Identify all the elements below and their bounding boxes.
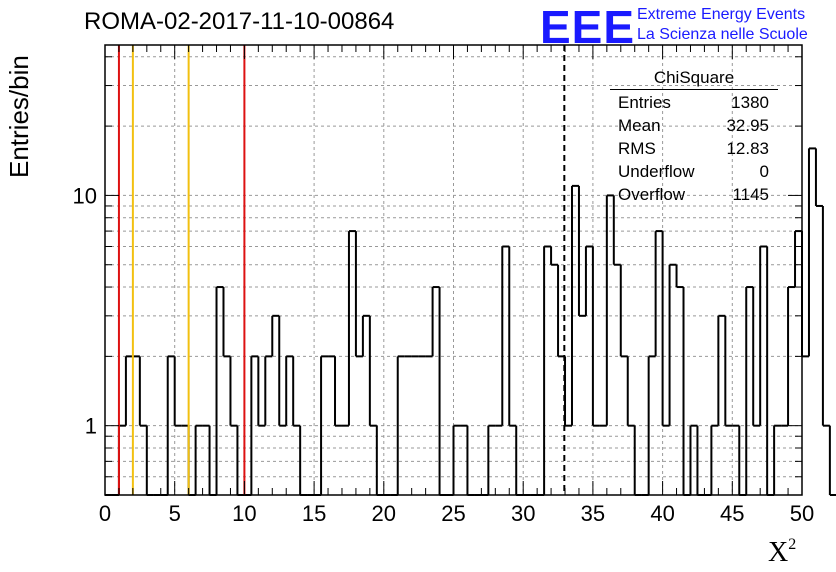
logo-line-2: La Scienza nelle Scuole bbox=[637, 26, 808, 43]
x-axis-label-superscript: 2 bbox=[788, 536, 797, 553]
stats-box: ChiSquare Entries 1380 Mean 32.95 RMS 12.83… bbox=[610, 68, 778, 206]
y-tick-label: 1 bbox=[85, 414, 97, 439]
x-tick-label: 5 bbox=[169, 501, 181, 526]
stats-value: 12.83 bbox=[726, 139, 769, 158]
run-title: ROMA-02-2017-11-10-00864 bbox=[84, 8, 395, 35]
x-tick-label: 30 bbox=[511, 501, 535, 526]
x-tick-label: 20 bbox=[372, 501, 396, 526]
x-tick-label: 15 bbox=[302, 501, 326, 526]
x-tick-label: 0 bbox=[99, 501, 111, 526]
axes: 0 5 10 15 20 25 30 35 40 45 50 1 10 bbox=[73, 44, 814, 526]
x-tick-label: 45 bbox=[720, 501, 744, 526]
x-tick-label: 25 bbox=[441, 501, 465, 526]
x-tick-label: 35 bbox=[581, 501, 605, 526]
stats-label: Mean bbox=[618, 116, 661, 135]
stats-value: 0 bbox=[759, 162, 769, 181]
x-tick-label: 10 bbox=[232, 501, 256, 526]
stats-value: 32.95 bbox=[726, 116, 769, 135]
stats-row-mean: Mean 32.95 bbox=[610, 114, 778, 137]
eee-logo: EEE Extreme Energy Events La Scienza nel… bbox=[540, 1, 830, 53]
y-tick-label: 10 bbox=[73, 183, 97, 208]
y-axis-label: Entries/bin bbox=[4, 55, 34, 178]
stats-row-entries: Entries 1380 bbox=[610, 91, 778, 114]
x-axis-label-symbol: X bbox=[768, 537, 789, 568]
x-axis-label: X2 bbox=[768, 536, 796, 569]
x-tick-label: 50 bbox=[790, 501, 814, 526]
logo-line-1: Extreme Energy Events bbox=[637, 6, 806, 23]
stats-value: 1380 bbox=[731, 93, 769, 112]
stats-title: ChiSquare bbox=[610, 68, 778, 90]
stats-row-overflow: Overflow 1145 bbox=[610, 183, 778, 206]
stats-row-underflow: Underflow 0 bbox=[610, 160, 778, 183]
eee-logo-mark: EEE bbox=[540, 1, 636, 53]
stats-label: Overflow bbox=[618, 185, 686, 204]
stats-value: 1145 bbox=[732, 185, 769, 204]
stats-row-rms: RMS 12.83 bbox=[610, 137, 778, 160]
stats-label: Underflow bbox=[618, 162, 695, 181]
x-tick-label: 40 bbox=[650, 501, 674, 526]
stats-label: Entries bbox=[618, 93, 671, 112]
stats-label: RMS bbox=[618, 139, 656, 158]
